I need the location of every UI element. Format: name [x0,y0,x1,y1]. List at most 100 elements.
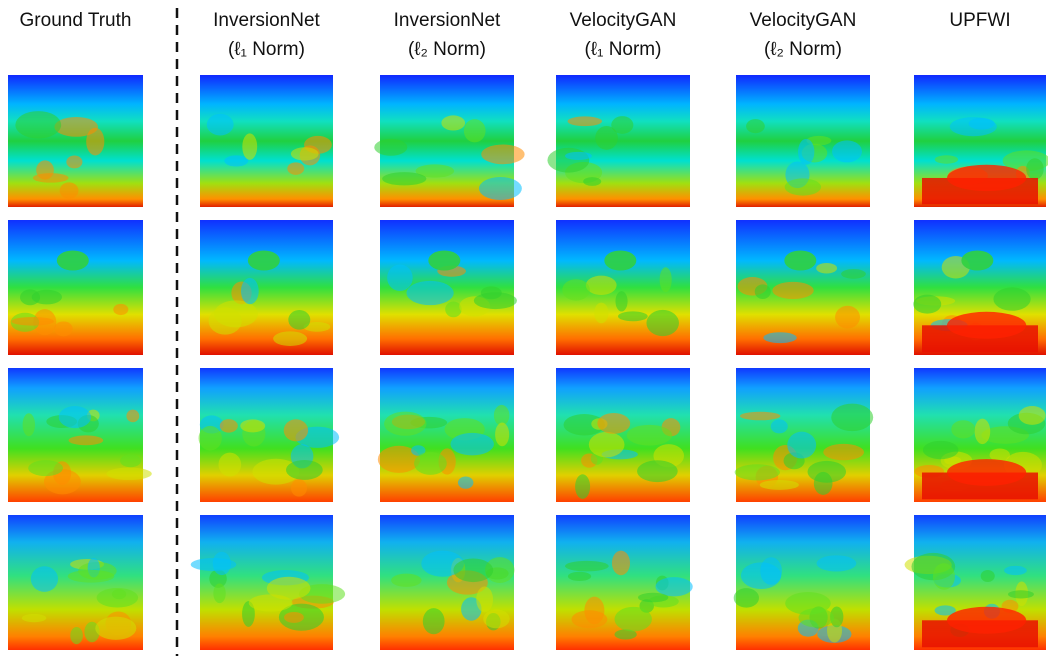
map-feature [595,126,618,150]
column-title: UPFWI [949,10,1010,31]
velocity-map [914,75,1048,207]
map-feature [816,555,857,572]
map-feature [54,321,73,337]
map-feature [618,311,648,322]
map-feature [387,264,413,291]
column-subtitle: (ℓ₁ Norm) [585,39,662,60]
map-feature [1018,406,1046,425]
map-feature [224,155,249,167]
map-feature [242,601,255,627]
map-feature [126,409,140,423]
map-feature [951,420,976,439]
map-feature [1007,590,1034,599]
map-feature [611,550,631,576]
map-feature [36,160,54,180]
map-feature [96,588,139,608]
map-feature [760,557,782,585]
map-feature [594,302,609,324]
map-feature [273,331,308,346]
map-background [200,220,333,355]
map-feature [763,332,797,344]
map-feature [746,119,765,134]
map-feature [58,406,92,429]
map-feature [283,419,309,442]
map-feature [734,464,780,481]
column-title: Ground Truth [20,10,132,31]
map-feature [67,569,115,583]
map-feature [252,458,300,485]
map-feature [242,133,258,160]
map-feature [772,281,814,300]
velocity-map [374,75,525,207]
map-feature [288,309,311,330]
velocity-map [198,368,340,502]
velocity-map [736,220,870,355]
map-feature [113,303,129,316]
column-title: InversionNet [213,10,320,31]
map-feature [298,584,346,604]
map-feature [770,419,788,434]
map-feature [382,172,427,186]
velocity-map [914,368,1046,502]
map-feature [547,147,590,173]
map-feature [20,289,41,306]
map-feature [384,411,427,436]
map-feature [476,586,494,613]
map-feature [56,250,89,271]
map-feature [571,610,608,629]
velocity-map [736,75,870,207]
map-feature [283,611,304,623]
velocity-map [8,515,143,650]
map-background [8,220,143,355]
velocity-map [8,75,143,207]
map-feature [784,250,817,271]
map-feature [422,608,445,635]
map-feature [453,558,494,583]
map-feature [286,460,323,480]
map-artifact [947,311,1027,339]
map-feature [481,144,525,165]
map-feature [457,476,474,489]
map-feature [461,597,482,621]
map-feature [784,178,822,196]
map-feature [290,479,308,497]
map-feature [377,445,421,473]
column-subtitle: (ℓ₂ Norm) [764,39,842,60]
map-feature [266,576,311,600]
map-feature [626,424,673,446]
map-feature [841,269,866,279]
map-feature [597,412,631,434]
map-feature [564,560,609,572]
velocity-map [380,515,515,650]
map-feature [406,280,454,306]
map-feature [922,440,959,460]
map-feature [30,566,59,592]
map-feature [575,474,591,499]
map-feature [411,445,426,456]
map-feature [980,569,995,583]
map-feature [478,177,522,200]
map-feature [816,263,838,274]
map-feature [785,591,831,615]
velocity-map [547,75,690,207]
column-subtitle: (ℓ₂ Norm) [408,39,486,60]
map-feature [483,609,510,629]
map-feature [493,404,510,426]
map-feature [54,117,99,137]
map-feature [583,177,602,186]
map-feature [66,155,83,169]
map-feature [213,583,226,604]
map-feature [421,550,465,577]
map-feature [759,479,799,490]
map-feature [934,155,959,164]
map-feature [968,117,995,130]
velocity-map [380,220,517,355]
map-artifact [947,164,1027,192]
map-feature [391,573,422,587]
velocity-map [8,368,152,502]
map-feature [247,250,280,271]
map-feature [445,301,462,318]
velocity-map [190,515,346,650]
column-title: VelocityGAN [570,10,677,31]
map-feature [615,291,628,312]
